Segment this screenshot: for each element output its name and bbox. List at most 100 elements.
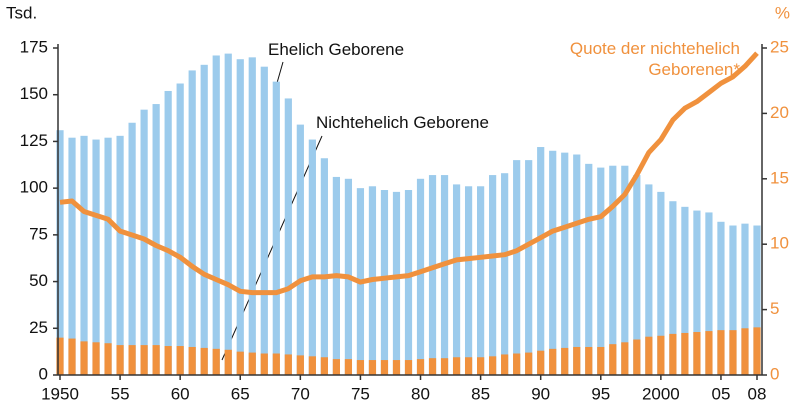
bar: [116, 345, 124, 375]
bar: [104, 137, 112, 375]
bar: [729, 330, 737, 375]
bar: [392, 191, 401, 375]
bar: [176, 346, 184, 375]
bar: [140, 109, 148, 376]
bar: [633, 175, 641, 375]
y-tick-label: 100: [20, 178, 48, 197]
bar: [681, 332, 689, 375]
bar: [236, 59, 244, 376]
series-label: Quote der nichtehelich Geborenen*: [569, 39, 740, 79]
bar: [296, 355, 304, 375]
bar: [440, 175, 449, 375]
bar: [489, 175, 497, 375]
bar: [585, 163, 593, 375]
bar: [693, 210, 701, 375]
bar: [68, 137, 76, 375]
bar: [452, 184, 461, 375]
x-tick-label: 1950: [41, 384, 79, 403]
bar: [717, 221, 725, 375]
bar: [537, 147, 545, 375]
y2-axis-label: %: [775, 3, 790, 22]
bar: [380, 360, 389, 375]
bar: [272, 353, 280, 375]
bar: [513, 160, 521, 375]
bar: [693, 332, 701, 375]
bar: [416, 359, 425, 375]
bar: [428, 175, 437, 375]
bar: [308, 356, 316, 375]
x-tick-label: 65: [231, 384, 250, 403]
bar: [705, 212, 713, 375]
bar: [681, 206, 689, 375]
bar: [140, 345, 148, 375]
bar: [152, 104, 160, 376]
y2-tick-label: 15: [770, 168, 789, 187]
bar: [477, 357, 485, 375]
bar: [753, 225, 761, 375]
bar: [404, 190, 413, 375]
y-tick-label: 150: [20, 84, 48, 103]
x-tick-label: 05: [711, 384, 730, 403]
bar: [573, 154, 581, 375]
bar: [284, 354, 292, 375]
bar: [92, 139, 100, 375]
bar: [440, 358, 449, 375]
bar: [236, 351, 244, 375]
series-label: Nichtehelich Geborene: [316, 113, 489, 132]
bar: [705, 331, 713, 375]
bar: [464, 186, 473, 375]
y2-tick-label: 10: [770, 234, 789, 253]
bar: [645, 184, 653, 375]
bar: [561, 347, 569, 375]
bar: [248, 57, 256, 375]
bar: [621, 342, 629, 375]
bar: [561, 152, 569, 375]
bar: [645, 336, 653, 375]
bar: [104, 343, 112, 375]
bar: [176, 83, 184, 375]
bar: [452, 357, 461, 375]
bar: [200, 347, 208, 375]
bar: [260, 66, 268, 375]
bar: [332, 359, 340, 375]
x-tick-label: 75: [351, 384, 370, 403]
bar: [729, 225, 737, 375]
bar: [525, 352, 533, 375]
bar: [549, 348, 557, 375]
bar: [597, 346, 605, 375]
bar: [489, 356, 497, 375]
bar: [585, 346, 593, 375]
bar: [284, 98, 292, 376]
bar: [56, 337, 64, 375]
bar: [188, 346, 196, 375]
bar: [164, 346, 172, 375]
bar: [549, 150, 557, 375]
bar: [477, 186, 485, 375]
bar: [380, 190, 389, 375]
bar: [573, 346, 581, 375]
x-tick-label: 08: [748, 384, 767, 403]
bar: [404, 360, 413, 375]
line: [59, 51, 759, 296]
bar: [344, 359, 353, 375]
bar: [80, 135, 88, 375]
x-tick-label: 90: [531, 384, 550, 403]
bar: [200, 64, 208, 376]
bar: [224, 349, 232, 375]
bar: [669, 201, 677, 375]
bar: [320, 158, 328, 375]
bar: [212, 348, 220, 375]
bar: [513, 353, 521, 375]
x-tick-label: 80: [411, 384, 430, 403]
bar: [609, 344, 617, 375]
bar: [753, 327, 761, 375]
x-tick-label: 95: [591, 384, 610, 403]
bar: [92, 342, 100, 375]
bar: [164, 90, 172, 375]
x-tick-label: 55: [111, 384, 130, 403]
bar: [260, 353, 268, 375]
bar: [320, 357, 328, 375]
bar: [464, 357, 473, 375]
bar: [609, 165, 617, 375]
